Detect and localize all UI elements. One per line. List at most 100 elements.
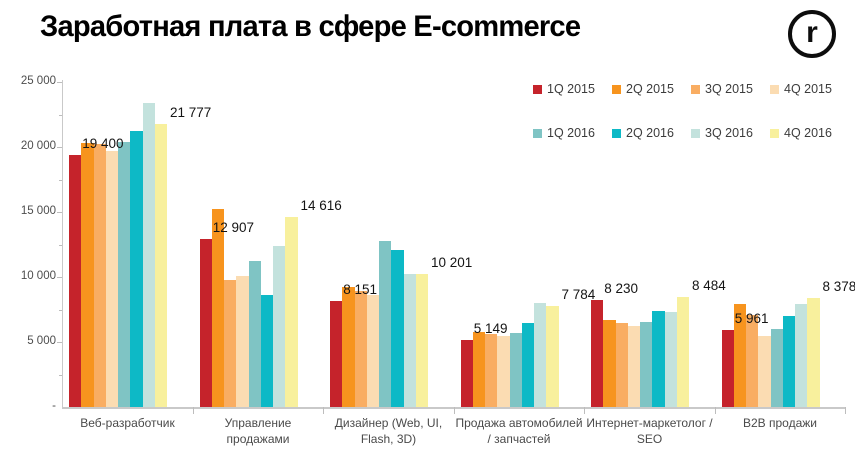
data-label-first: 5 961	[734, 310, 769, 326]
bar-2q-2016	[130, 131, 143, 407]
x-boundary-tick	[845, 407, 846, 414]
legend-item-3q-2015: 3Q 2015	[691, 82, 770, 96]
bar-2q-2016	[652, 310, 665, 407]
legend-label: 4Q 2015	[784, 82, 832, 96]
bar-4q-2015	[105, 150, 118, 407]
legend-item-2q-2015: 2Q 2015	[612, 82, 691, 96]
bar-2q-2015	[211, 209, 224, 407]
bar-1q-2016	[118, 142, 131, 407]
bar-3q-2015	[615, 323, 628, 407]
y-tick-label: -	[52, 400, 56, 412]
x-boundary-tick	[584, 407, 585, 414]
legend-swatch-icon	[612, 84, 621, 94]
bar-4q-2016	[807, 298, 820, 407]
bar-4q-2015	[758, 335, 771, 407]
y-tick-label: 10 000	[20, 270, 56, 282]
y-tick-label: 15 000	[20, 205, 56, 217]
legend-label: 3Q 2016	[705, 126, 753, 140]
data-label-last: 8 378	[822, 279, 855, 295]
bar-1q-2016	[248, 261, 261, 407]
x-boundary-tick	[192, 407, 194, 414]
bar-1q-2015	[721, 329, 734, 407]
chart-title: Заработная плата в сфере E-commerce	[40, 10, 581, 43]
category-label: Интернет-маркетолог / SEO	[586, 416, 713, 447]
category-label: Дизайнер (Web, UI, Flash, 3D)	[334, 416, 443, 447]
y-axis-line	[62, 80, 63, 409]
bar-3q-2016	[142, 103, 155, 407]
bar-1q-2015	[591, 300, 604, 407]
y-major-tick	[57, 212, 62, 213]
bar-2q-2015	[342, 286, 355, 407]
legend-swatch-icon	[533, 84, 542, 94]
bar-3q-2016	[795, 303, 808, 407]
legend-swatch-icon	[533, 128, 542, 138]
y-minor-tick	[59, 374, 62, 376]
x-boundary-tick	[714, 407, 716, 414]
bar-2q-2016	[521, 322, 534, 407]
data-label-first: 12 907	[212, 220, 255, 236]
category-label: Веб-разработчик	[80, 416, 175, 430]
data-label-first: 19 400	[82, 135, 124, 151]
bar-3q-2015	[485, 333, 498, 407]
bar-4q-2016	[676, 296, 689, 407]
bar-3q-2016	[403, 274, 416, 407]
rusbase-logo[interactable]: r	[788, 10, 836, 58]
legend-row-2015: 1Q 2015 2Q 2015 3Q 2015 4Q 2015	[533, 82, 849, 96]
bar-2q-2015	[81, 143, 94, 407]
bar-4q-2016	[415, 274, 428, 407]
bar-1q-2016	[640, 321, 653, 407]
bar-2q-2015	[603, 319, 616, 407]
x-boundary-tick	[323, 407, 324, 414]
bar-4q-2015	[497, 336, 510, 407]
bar-3q-2016	[534, 303, 547, 407]
bar-1q-2016	[509, 332, 522, 407]
bar-2q-2015	[472, 332, 485, 407]
legend-label: 1Q 2015	[547, 82, 595, 96]
bar-1q-2015	[460, 340, 473, 407]
bar-4q-2015	[366, 295, 379, 407]
bar-4q-2016	[546, 305, 559, 407]
data-label-last: 7 784	[561, 286, 596, 302]
legend-swatch-icon	[691, 128, 700, 138]
legend-swatch-icon	[770, 84, 779, 94]
bar-2q-2016	[391, 250, 404, 407]
bar-2q-2015	[733, 304, 746, 407]
y-tick-label: 5 000	[27, 335, 56, 347]
bar-3q-2016	[273, 246, 286, 407]
y-minor-tick	[59, 179, 62, 181]
legend-label: 4Q 2016	[784, 126, 832, 140]
legend-label: 2Q 2015	[626, 82, 674, 96]
y-major-tick	[57, 82, 62, 83]
bar-2q-2016	[782, 316, 795, 407]
legend-swatch-icon	[770, 128, 779, 138]
bar-3q-2015	[224, 279, 237, 407]
bar-4q-2015	[236, 275, 249, 407]
y-major-tick	[57, 147, 62, 148]
legend-item-4q-2015: 4Q 2015	[770, 82, 849, 96]
category-label: Управление продажами	[224, 416, 292, 447]
bar-1q-2015	[330, 301, 343, 407]
y-tick-label: 20 000	[20, 140, 56, 152]
data-label-first: 8 151	[343, 282, 378, 298]
y-tick-label: 25 000	[20, 75, 56, 87]
legend-item-1q-2015: 1Q 2015	[533, 82, 612, 96]
bar-3q-2016	[664, 312, 677, 407]
legend-row-2016: 1Q 2016 2Q 2016 3Q 2016 4Q 2016	[533, 126, 849, 140]
data-label-last: 8 484	[692, 277, 726, 293]
logo-letter: r	[806, 15, 818, 49]
bar-3q-2015	[746, 314, 759, 407]
category-label: B2B продажи	[742, 416, 817, 430]
legend-item-3q-2016: 3Q 2016	[691, 126, 770, 140]
data-label-last: 14 616	[300, 197, 342, 213]
legend-label: 2Q 2016	[626, 126, 674, 140]
legend-item-4q-2016: 4Q 2016	[770, 126, 849, 140]
data-label-first: 8 230	[604, 281, 639, 296]
data-label-last: 10 201	[431, 255, 473, 271]
data-label-last: 21 777	[170, 104, 212, 120]
y-minor-tick	[59, 244, 62, 246]
bar-3q-2015	[354, 291, 367, 407]
bar-4q-2016	[285, 216, 298, 407]
bar-2q-2016	[260, 294, 273, 407]
bar-4q-2015	[627, 326, 640, 407]
